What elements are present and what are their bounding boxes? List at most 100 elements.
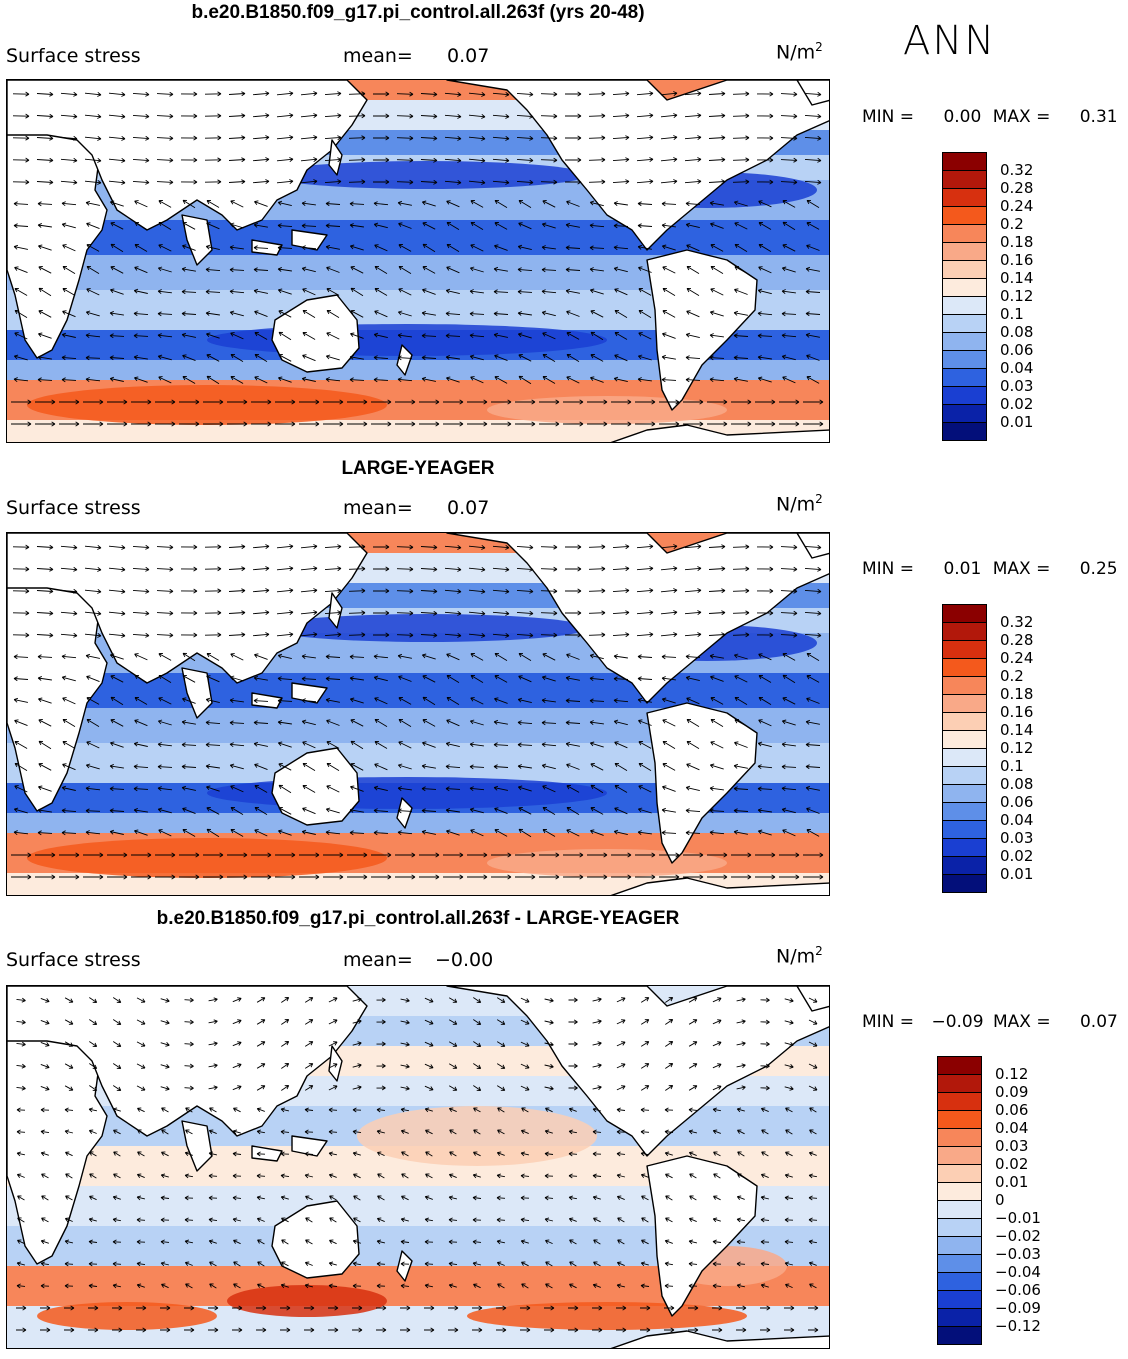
stress-vector xyxy=(736,1041,746,1047)
coastline xyxy=(181,214,213,266)
stress-vector xyxy=(803,399,824,405)
stress-vector xyxy=(616,997,626,1003)
stress-vector xyxy=(806,354,820,361)
stress-vector xyxy=(397,310,412,317)
stress-vector xyxy=(565,675,580,681)
stress-vector xyxy=(540,179,558,185)
stress-vector xyxy=(304,1327,315,1333)
stress-vector xyxy=(661,807,676,813)
stress-vector xyxy=(374,310,388,318)
stress-vector xyxy=(542,806,556,815)
stress-vector xyxy=(109,376,124,382)
stress-vector xyxy=(325,223,341,229)
colorbar-swatch xyxy=(937,1290,982,1309)
panel-1-title: b.e20.B1850.f09_g17.pi_control.all.263f … xyxy=(191,2,645,23)
stress-vector xyxy=(781,719,796,726)
coastline xyxy=(251,692,283,709)
stress-vector xyxy=(804,91,822,97)
stress-vector xyxy=(113,1129,121,1135)
stress-vector xyxy=(588,566,606,572)
stress-vector xyxy=(376,1107,386,1113)
stress-vector xyxy=(804,566,822,572)
stress-vector xyxy=(353,1195,361,1201)
stress-vector xyxy=(588,91,606,97)
stress-vector xyxy=(756,632,774,638)
stress-vector xyxy=(710,222,724,229)
stress-vector xyxy=(14,287,28,296)
colorbar-tick-label: 0.04 xyxy=(995,1119,1029,1137)
coastline xyxy=(446,80,829,251)
coastline xyxy=(291,682,328,704)
stress-vector xyxy=(131,874,152,880)
stress-vector xyxy=(685,675,700,682)
stress-vector xyxy=(349,377,365,383)
stress-vector xyxy=(14,719,28,727)
stress-vector xyxy=(424,1261,434,1267)
stress-vector xyxy=(420,113,438,119)
stress-vector xyxy=(155,852,176,858)
stress-vector xyxy=(593,1261,601,1267)
stress-vector xyxy=(85,333,101,338)
stress-vector xyxy=(712,1217,721,1223)
stress-vector xyxy=(612,610,630,616)
stress-vector xyxy=(352,1151,361,1157)
stress-vector xyxy=(566,376,580,384)
stress-vector xyxy=(252,113,270,118)
stress-vector xyxy=(592,1107,602,1113)
stress-vector xyxy=(304,1107,314,1113)
stress-vector xyxy=(329,1239,337,1245)
stress-vector xyxy=(494,354,508,362)
stress-vector xyxy=(470,829,484,837)
stress-vector xyxy=(108,136,126,141)
stress-vector xyxy=(638,266,652,273)
stress-vector xyxy=(758,674,772,683)
stress-vector xyxy=(16,1041,26,1047)
stress-vector xyxy=(736,1063,746,1069)
stress-vector xyxy=(326,719,340,726)
stress-vector xyxy=(328,1107,338,1113)
stress-vector xyxy=(473,997,482,1003)
stress-vector xyxy=(65,1173,73,1179)
stress-vector xyxy=(685,222,700,229)
stress-vector xyxy=(636,91,654,96)
stress-vector xyxy=(325,676,341,682)
coastline xyxy=(446,533,829,704)
stress-vector xyxy=(473,1283,481,1289)
stress-vector xyxy=(781,807,796,814)
stress-vector xyxy=(448,1239,458,1245)
stress-vector xyxy=(35,421,56,427)
stress-vector xyxy=(349,807,364,813)
stress-vector xyxy=(254,331,268,340)
stress-vector xyxy=(443,421,464,427)
stress-vector xyxy=(300,113,318,118)
stress-vector xyxy=(496,1019,506,1025)
stress-vector xyxy=(373,632,390,638)
stress-vector xyxy=(64,1283,74,1289)
stress-vector xyxy=(473,1129,481,1135)
stress-vector xyxy=(160,1019,170,1025)
stress-vector xyxy=(16,1261,26,1267)
colorbar-tick-label: 0.28 xyxy=(1000,179,1034,197)
stress-vector xyxy=(302,331,316,340)
stress-vector xyxy=(157,807,172,814)
stress-vector xyxy=(229,742,245,748)
stress-vector xyxy=(59,421,80,427)
stress-vector xyxy=(256,1151,266,1157)
stress-vector xyxy=(228,113,246,119)
stress-vector xyxy=(732,157,750,163)
stress-vector xyxy=(665,1217,673,1223)
stress-vector xyxy=(254,763,268,771)
colorbar-tick-label: 0.32 xyxy=(1000,161,1034,179)
stress-vector xyxy=(350,287,364,297)
min-label: MIN = xyxy=(862,1012,915,1032)
stress-vector xyxy=(253,222,268,228)
stress-vector xyxy=(85,355,101,361)
stress-vector xyxy=(545,1261,553,1267)
colorbar-swatch xyxy=(942,242,987,261)
stress-vector xyxy=(544,997,554,1003)
stress-vector xyxy=(181,311,197,317)
stress-vector xyxy=(132,91,150,97)
stress-vector xyxy=(756,610,774,616)
stress-vector xyxy=(419,852,440,858)
stress-vector xyxy=(517,720,533,726)
